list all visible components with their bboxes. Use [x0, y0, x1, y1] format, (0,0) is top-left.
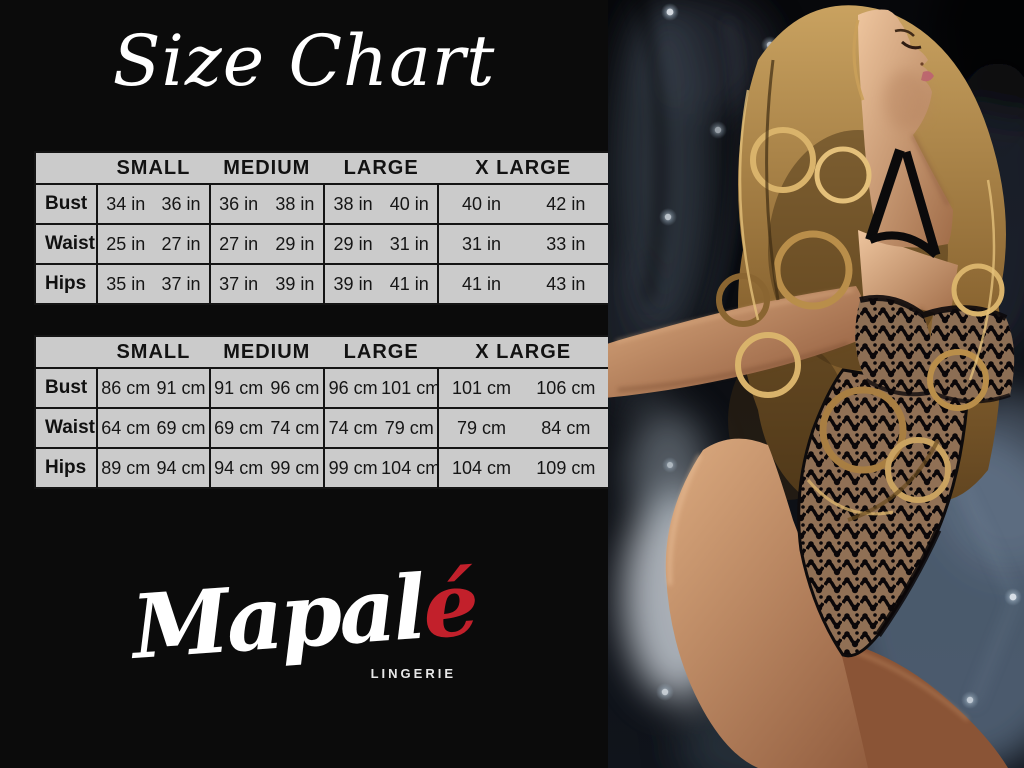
size-value-cell: 27 in — [153, 223, 210, 264]
size-value-cell: 39 in — [322, 263, 382, 304]
size-value-cell: 74 cm — [266, 407, 324, 448]
model-straps — [865, 148, 941, 259]
page-title: Size Chart — [112, 20, 496, 102]
size-value-cell: 38 in — [322, 184, 382, 224]
size-value-cell: 79 cm — [381, 407, 439, 448]
mapale-logo: Mapalé LINGERIE — [0, 551, 608, 716]
size-value-cell: 36 in — [208, 184, 267, 224]
size-value-cell: 99 cm — [322, 447, 382, 488]
table-row: Hips 89 cm 94 cm 94 cm 99 cm 99 cm 104 cm 104 c… — [35, 447, 609, 488]
table-row: Bust 86 cm 91 cm 91 cm 96 cm 96 cm 101 cm 101 c… — [35, 368, 609, 408]
size-value-cell: 36 in — [161, 193, 201, 214]
size-header-cell: X LARGE — [438, 336, 609, 369]
size-header-row: SMALL MEDIUM LARGE X LARGE — [35, 336, 609, 369]
size-value-cell: 109 cm — [523, 447, 609, 488]
size-header-cell: LARGE — [323, 152, 439, 185]
corner-cell — [35, 152, 98, 185]
size-header-cell: MEDIUM — [209, 336, 324, 369]
size-value-cell: 101 cm — [381, 377, 439, 398]
table-row: Bust 34 in 36 in 36 in 38 in 38 in 40 in 40 in 4… — [35, 184, 609, 224]
size-value-cell: 29 in — [322, 223, 382, 264]
size-value-cell: 39 in — [266, 263, 324, 304]
model-photo — [608, 0, 1024, 768]
size-value-cell: 40 in — [389, 193, 429, 214]
table-row: Hips 35 in 37 in 37 in 39 in 39 in 41 in 41 in 4… — [35, 263, 609, 304]
size-value-cell: 104 cm — [437, 447, 524, 488]
corner-cell — [35, 336, 98, 369]
size-value-cell: 94 cm — [208, 447, 267, 488]
size-value-cell: 29 in — [266, 223, 324, 264]
size-value-cell: 74 cm — [322, 407, 382, 448]
size-value-cell: 69 cm — [208, 407, 267, 448]
size-value-cell: 91 cm — [156, 377, 206, 398]
size-value-cell: 40 in — [437, 184, 524, 224]
model-face — [858, 9, 953, 248]
size-table: SMALL MEDIUM LARGE X LARGE Bust 86 cm 91 cm 91 … — [34, 335, 610, 489]
size-table: SMALL MEDIUM LARGE X LARGE Bust 34 in 36 in 36 … — [34, 151, 610, 305]
size-table-centimeters: SMALL MEDIUM LARGE X LARGE Bust 86 cm 91 cm 91 … — [34, 335, 610, 489]
row-label: Bust — [45, 193, 88, 214]
row-label: Hips — [35, 263, 98, 304]
size-value-cell: 64 cm — [96, 407, 154, 448]
size-value-cell: 38 in — [275, 193, 315, 214]
size-value-cell: 89 cm — [96, 447, 154, 488]
size-value-cell: 106 cm — [536, 377, 596, 398]
size-value-cell: 34 in — [96, 184, 154, 224]
model-bra — [855, 230, 1015, 404]
size-header-cell: SMALL — [97, 152, 210, 185]
size-value-cell: 104 cm — [381, 447, 439, 488]
size-table-inches: SMALL MEDIUM LARGE X LARGE Bust 34 in 36 in 36 … — [34, 151, 610, 305]
size-value-cell: 37 in — [153, 263, 210, 304]
size-value-cell: 43 in — [523, 263, 609, 304]
brand-main: Mapal — [128, 554, 427, 679]
size-value-cell: 84 cm — [523, 407, 609, 448]
size-value-cell: 35 in — [96, 263, 154, 304]
model-photo-illustration — [608, 0, 1024, 768]
brand-subtitle: LINGERIE — [370, 666, 456, 681]
size-value-cell: 91 cm — [208, 368, 267, 408]
size-value-cell: 86 cm — [96, 368, 154, 408]
size-value-cell: 41 in — [381, 263, 439, 304]
size-value-cell: 31 in — [437, 223, 524, 264]
size-value-cell: 42 in — [546, 193, 586, 214]
model-legs — [665, 438, 1008, 768]
table-row: Waist 25 in 27 in 27 in 29 in 29 in 31 in 31 in… — [35, 223, 609, 264]
size-value-cell: 33 in — [523, 223, 609, 264]
size-value-cell: 69 cm — [153, 407, 210, 448]
size-value-cell: 27 in — [208, 223, 267, 264]
size-header-cell: SMALL — [97, 336, 210, 369]
size-header-row: SMALL MEDIUM LARGE X LARGE — [35, 152, 609, 185]
size-header-cell: MEDIUM — [209, 152, 324, 185]
size-value-cell: 25 in — [96, 223, 154, 264]
size-value-cell: 96 cm — [270, 377, 320, 398]
size-value-cell: 79 cm — [437, 407, 524, 448]
size-value-cell: 37 in — [208, 263, 267, 304]
model-hair-curls — [716, 19, 1005, 522]
brand-accent: é — [419, 551, 480, 659]
model-arm — [608, 286, 866, 398]
row-label: Hips — [35, 447, 98, 488]
size-header-cell: LARGE — [323, 336, 439, 369]
size-value-cell: 94 cm — [153, 447, 210, 488]
row-label: Waist — [35, 407, 98, 448]
size-value-cell: 96 cm — [322, 368, 382, 408]
size-value-cell: 99 cm — [266, 447, 324, 488]
size-value-cell: 41 in — [437, 263, 524, 304]
table-row: Waist 64 cm 69 cm 69 cm 74 cm 74 cm 79 cm 79 cm… — [35, 407, 609, 448]
size-header-cell: X LARGE — [438, 152, 609, 185]
row-label: Waist — [35, 223, 98, 264]
brand-wordmark: Mapalé — [0, 535, 611, 695]
size-value-cell: 31 in — [381, 223, 439, 264]
size-value-cell: 101 cm — [437, 368, 524, 408]
row-label: Bust — [45, 377, 88, 398]
